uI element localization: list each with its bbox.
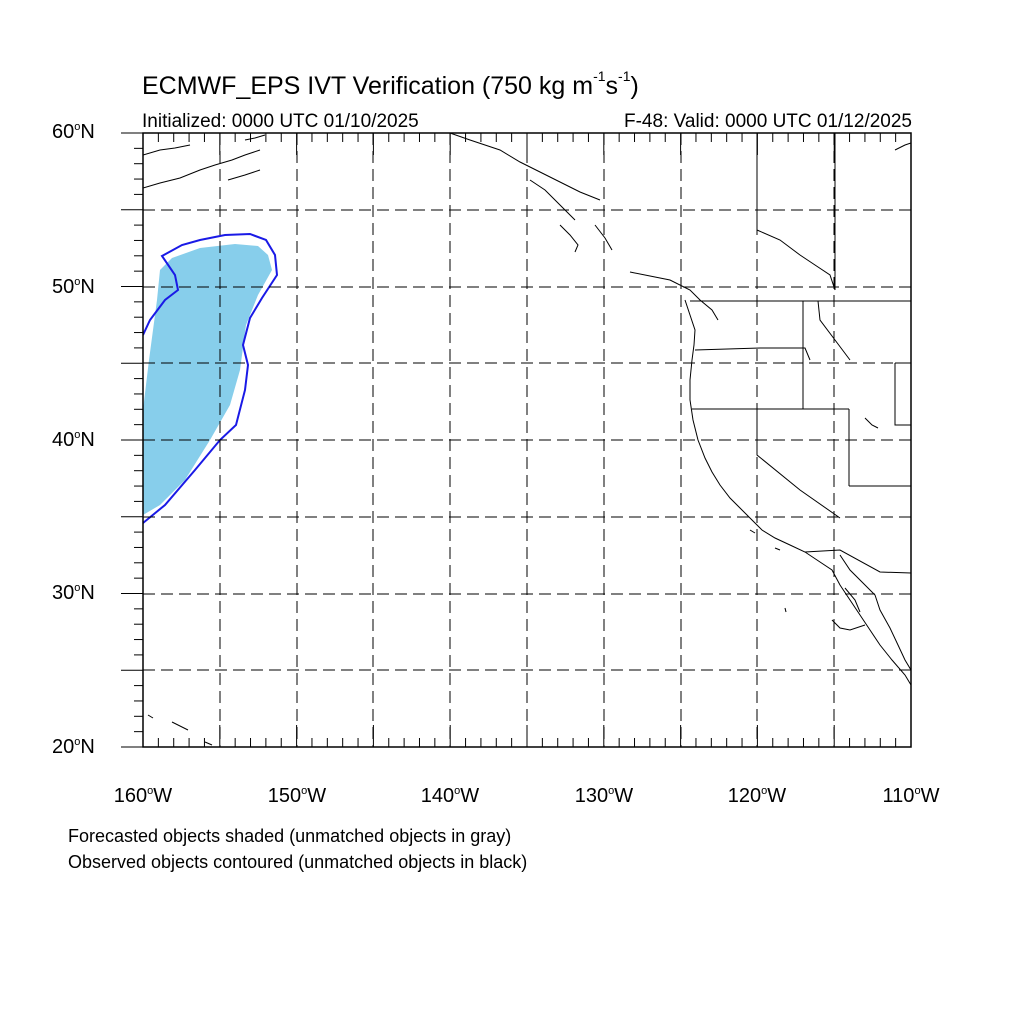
map-frame	[142, 132, 912, 748]
lon-label-150w: 150oW	[267, 785, 327, 807]
lon-label-130w: 130oW	[574, 785, 634, 807]
legend-observed: Observed objects contoured (unmatched ob…	[68, 852, 528, 872]
lat-label-30: 30oN	[52, 582, 95, 604]
lat-label-20: 20oN	[52, 736, 95, 758]
lat-label-50: 50oN	[52, 276, 95, 298]
lon-label-140w: 140oW	[420, 785, 480, 807]
forecast-object	[143, 244, 272, 515]
map-title: ECMWF_EPS IVT Verification (750 kg m-1s-…	[142, 68, 639, 100]
lon-label-110w: 110oW	[882, 785, 940, 807]
gridlines	[143, 133, 911, 747]
political-borders	[690, 133, 911, 574]
lon-label-120w: 120oW	[727, 785, 787, 807]
lon-label-160w: 160oW	[113, 785, 173, 807]
lat-label-40: 40oN	[52, 429, 95, 451]
legend-forecast: Forecasted objects shaded (unmatched obj…	[68, 826, 512, 846]
axis-ticks	[121, 132, 912, 748]
observed-object-contour	[143, 232, 279, 524]
valid-time: F-48: Valid: 0000 UTC 01/12/2025	[624, 111, 912, 132]
initialized-time: Initialized: 0000 UTC 01/10/2025	[142, 111, 419, 132]
lat-label-60: 60oN	[52, 121, 95, 143]
coastlines	[143, 133, 911, 746]
